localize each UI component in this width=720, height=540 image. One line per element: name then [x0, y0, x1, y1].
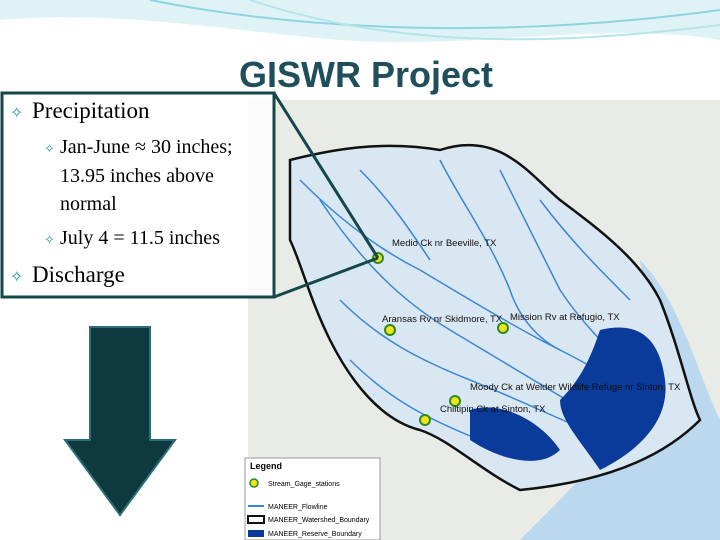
header-wave — [0, 0, 720, 43]
header-line — [249, 0, 720, 41]
legend-item: MANEER_Flowline — [268, 504, 328, 511]
station-marker — [449, 395, 461, 407]
bullet-marker: ✧ — [10, 269, 23, 286]
station-label: Mission Rv at Refugio, TX — [510, 312, 620, 323]
callout-box — [0, 91, 276, 299]
station-marker — [497, 322, 509, 334]
bullets: ✧ Precipitation ✧ Jan-June ≈ 30 inches; … — [10, 98, 238, 287]
station-label: Chiltipin Ck at Sinton, TX — [440, 404, 546, 415]
legend-symbol — [247, 515, 265, 524]
station-marker — [419, 414, 431, 426]
sub-bullet-line: normal — [60, 193, 117, 215]
header-line — [149, 0, 720, 30]
bullet: Discharge — [32, 262, 125, 287]
callout-line — [273, 256, 379, 299]
reserve-boundary — [470, 407, 560, 461]
sub-bullet-line: Jan-June ≈ 30 inches; — [60, 136, 233, 158]
legend-box — [244, 457, 381, 540]
down-arrow — [63, 326, 177, 517]
stations: Medio Ck nr Beeville, TX Aransas Rv nr Sk… — [372, 238, 681, 426]
legend-item: MANEER_Reserve_Boundary — [268, 531, 362, 538]
reserve-boundary — [560, 327, 666, 470]
slide-title: GISWR Project — [239, 54, 493, 95]
legend-item: MANEER_Watershed_Boundary — [268, 517, 370, 524]
bullet-marker: ✧ — [10, 105, 23, 122]
legend-title: Legend — [250, 461, 282, 471]
flowlines — [299, 159, 661, 441]
legend-symbol — [248, 530, 264, 537]
station-label: Moody Ck at Welder Wildlife Refuge nr Si… — [470, 382, 681, 393]
bullet: Precipitation — [32, 98, 150, 123]
bullet-marker: ✧ — [44, 141, 55, 156]
sub-bullet: Jan-June ≈ 30 inches; 13.95 inches above… — [60, 136, 238, 215]
legend: Legend Stream_Gage_stations MANEER_Flowl… — [244, 457, 381, 540]
station-label: Medio Ck nr Beeville, TX — [392, 238, 497, 249]
legend-symbol — [249, 478, 259, 488]
callout-line — [272, 92, 380, 259]
bullet-marker: ✧ — [44, 232, 55, 247]
station-label: Aransas Rv nr Skidmore, TX — [382, 314, 503, 325]
sub-bullet-line: 13.95 inches above — [60, 165, 214, 187]
station-marker — [384, 324, 396, 336]
sub-bullet: July 4 = 11.5 inches — [60, 227, 220, 249]
legend-item: Stream_Gage_stations — [268, 481, 340, 488]
